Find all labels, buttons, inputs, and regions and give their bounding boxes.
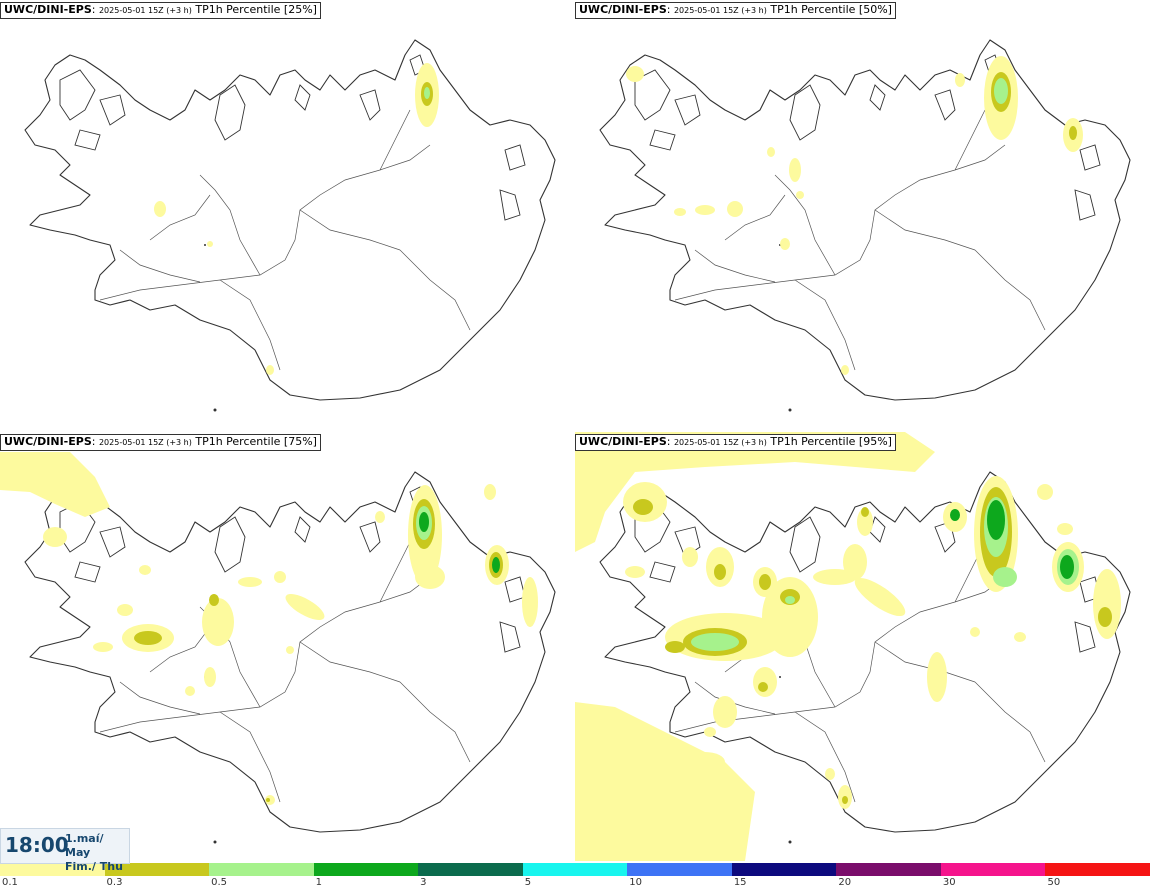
- legend-tick-label: 20: [838, 877, 852, 888]
- legend-swatch: [731, 863, 837, 876]
- map-p25: [24, 39, 556, 413]
- legend-ticks: 0.1 0.3 0.5 1 3 5 10 15 20 30 50: [0, 877, 1150, 891]
- model-name: UWC/DINI-EPS: [4, 3, 92, 16]
- legend-tick-label: 10: [629, 877, 642, 888]
- map-p75: [0, 452, 556, 845]
- legend-tick-label: 15: [733, 877, 747, 888]
- legend-tick-label: 3: [420, 877, 427, 888]
- panel-title: UWC/DINI-EPS: 2025-05-01 15Z (+3 h) TP1h…: [575, 434, 896, 451]
- legend-swatch: [104, 863, 210, 876]
- legend-swatch: [313, 863, 419, 876]
- product-name: TP1h Percentile [50%]: [770, 3, 892, 16]
- legend-tick-label: 1: [315, 877, 322, 888]
- precip-p25: [154, 63, 439, 375]
- map-panel-p95: UWC/DINI-EPS: 2025-05-01 15Z (+3 h) TP1h…: [575, 432, 1150, 861]
- valid-time: 18:00: [5, 833, 69, 857]
- legend-tick-label: 5: [524, 877, 532, 888]
- legend-swatch: [522, 863, 628, 876]
- valid-date: 1.maí/ May Fim./ Thu: [65, 832, 129, 874]
- model-name: UWC/DINI-EPS: [579, 435, 667, 448]
- legend-tick-label: 0.5: [211, 877, 227, 888]
- map-panel-p50: UWC/DINI-EPS: 2025-05-01 15Z (+3 h) TP1h…: [575, 0, 1150, 429]
- map-panel-p25: UWC/DINI-EPS: 2025-05-01 15Z (+3 h) TP1h…: [0, 0, 575, 429]
- panel-title: UWC/DINI-EPS: 2025-05-01 15Z (+3 h) TP1h…: [0, 434, 321, 451]
- model-name: UWC/DINI-EPS: [579, 3, 667, 16]
- run-time: 2025-05-01 15Z (+3 h): [673, 438, 767, 447]
- product-name: TP1h Percentile [25%]: [195, 3, 317, 16]
- precip-p75: [0, 452, 538, 805]
- panel-title: UWC/DINI-EPS: 2025-05-01 15Z (+3 h) TP1h…: [575, 2, 896, 19]
- legend-swatch: [0, 863, 105, 876]
- legend-colorbar: [0, 863, 1150, 876]
- panel-title: UWC/DINI-EPS: 2025-05-01 15Z (+3 h) TP1h…: [0, 2, 321, 19]
- map-p95: [575, 432, 1131, 861]
- legend-tick-label: 30: [942, 877, 956, 888]
- legend-tick-label: 0.1: [2, 877, 18, 888]
- product-name: TP1h Percentile [95%]: [770, 435, 892, 448]
- valid-date-line1: 1.maí/ May: [65, 832, 104, 859]
- precip-p95: [623, 476, 1121, 809]
- legend-swatch: [209, 863, 314, 876]
- legend-swatch: [627, 863, 732, 876]
- legend-tick-label: 50: [1047, 877, 1061, 888]
- legend-swatch: [940, 863, 1046, 876]
- legend-tick-label: 0.3: [106, 877, 123, 888]
- valid-time-box: 18:00 1.maí/ May Fim./ Thu: [0, 828, 130, 873]
- map-p50: [599, 39, 1131, 413]
- model-name: UWC/DINI-EPS: [4, 435, 92, 448]
- map-panel-p75: UWC/DINI-EPS: 2025-05-01 15Z (+3 h) TP1h…: [0, 432, 575, 861]
- legend-swatch: [836, 863, 941, 876]
- run-time: 2025-05-01 15Z (+3 h): [98, 438, 192, 447]
- run-time: 2025-05-01 15Z (+3 h): [98, 6, 192, 15]
- valid-date-line2: Fim./ Thu: [65, 860, 123, 873]
- run-time: 2025-05-01 15Z (+3 h): [673, 6, 767, 15]
- product-name: TP1h Percentile [75%]: [195, 435, 317, 448]
- legend-swatch: [1045, 863, 1150, 876]
- precip-p50: [626, 56, 1083, 375]
- legend-swatch: [418, 863, 523, 876]
